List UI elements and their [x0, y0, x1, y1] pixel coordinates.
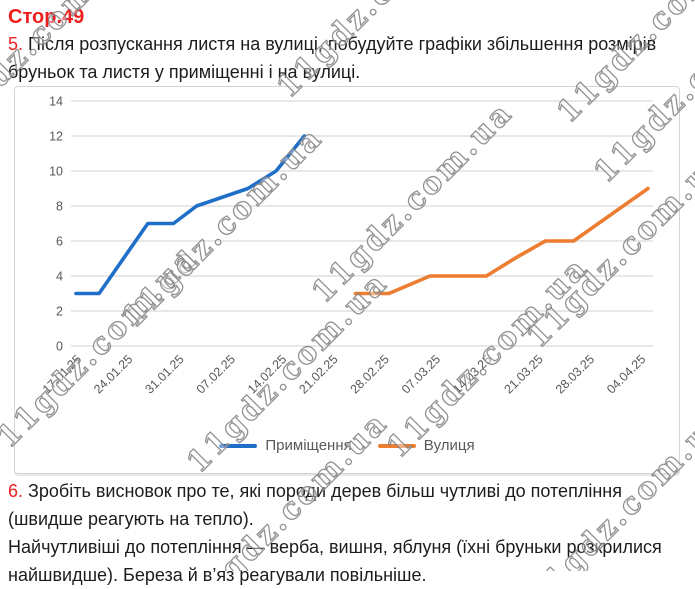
task-6-block: 6. Зробіть висновок про те, які породи д… [8, 477, 680, 589]
x-axis-tick-label: 21.03.25 [502, 352, 546, 396]
x-axis-tick-label: 04.04.25 [604, 352, 648, 396]
y-axis-tick-label: 8 [56, 200, 63, 214]
line-chart: 0 2 4 6 8 10 12 14 17.01.25 24.01.25 31.01.25 07.02… [40, 95, 653, 397]
task-6-number: 6. [8, 481, 24, 501]
task-6-text: 6. Зробіть висновок про те, які породи д… [8, 477, 680, 533]
task-6-body: Зробіть висновок про те, які породи дере… [8, 481, 622, 529]
series-line-1 [353, 186, 650, 296]
legend-swatch-outdoor [377, 443, 416, 448]
y-axis-tick-label: 14 [49, 95, 63, 109]
y-axis-tick-label: 0 [56, 340, 63, 354]
y-axis-tick-label: 12 [49, 130, 63, 144]
chart-panel: 0 2 4 6 8 10 12 14 17.01.25 24.01.25 31.01.25 07.02… [14, 86, 680, 474]
x-axis-tick-label: 24.01.25 [91, 352, 135, 396]
legend-item-indoor: Приміщення [219, 437, 352, 454]
x-axis-tick-label: 07.03.25 [399, 352, 443, 396]
chart-legend: Приміщення Вулиця [15, 437, 679, 454]
task-5-text: 5. Після розпускання листя на вулиці, по… [8, 30, 680, 86]
series-line-0 [74, 134, 307, 296]
x-axis-tick-label: 21.02.25 [296, 352, 340, 396]
x-axis-tick-label: 07.02.25 [194, 352, 238, 396]
y-axis-tick-label: 2 [56, 305, 63, 319]
legend-item-outdoor: Вулиця [377, 437, 475, 454]
legend-label-outdoor: Вулиця [423, 437, 475, 454]
answer-6-text: Найчутливіші до потепління — верба, вишн… [8, 537, 662, 585]
y-axis-tick-label: 10 [49, 165, 63, 179]
y-axis-tick-label: 4 [56, 270, 63, 284]
x-axis-tick-label: 31.01.25 [142, 352, 186, 396]
y-axis-tick-label: 6 [56, 235, 63, 249]
x-axis-tick-label: 28.02.25 [348, 352, 392, 396]
x-axis-tick-label: 14.03.25 [450, 352, 494, 396]
page-title: Стор.49 [8, 6, 85, 28]
task-5-number: 5. [8, 34, 24, 54]
x-axis-tick-label: 28.03.25 [553, 352, 597, 396]
legend-label-indoor: Приміщення [265, 437, 352, 454]
legend-swatch-indoor [219, 443, 258, 448]
task-5-body: Після розпускання листя на вулиці, побуд… [8, 34, 657, 82]
x-axis-tick-label: 14.02.25 [245, 352, 289, 396]
x-axis-tick-label: 17.01.25 [40, 352, 84, 396]
